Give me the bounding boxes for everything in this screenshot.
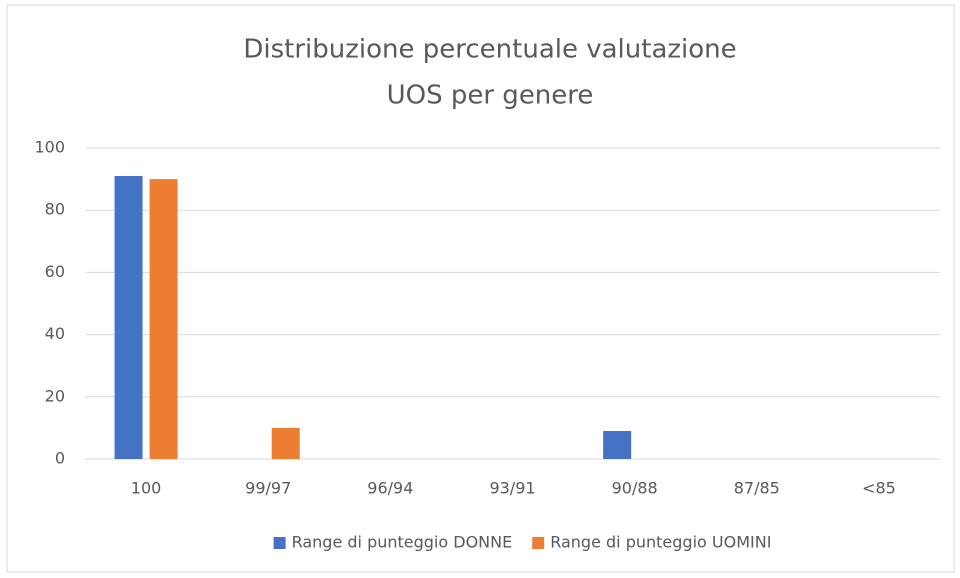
y-tick-label: 20 bbox=[45, 386, 65, 405]
legend-swatch bbox=[273, 537, 286, 549]
x-tick-label: 87/85 bbox=[734, 479, 780, 498]
y-tick-label: 100 bbox=[34, 138, 65, 157]
bar bbox=[149, 179, 178, 459]
y-tick-label: 40 bbox=[45, 324, 65, 343]
bar bbox=[271, 427, 300, 459]
x-tick-label: 100 bbox=[131, 479, 162, 498]
x-tick-label: 93/91 bbox=[489, 479, 535, 498]
y-tick-label: 0 bbox=[55, 449, 65, 468]
chart-title: UOS per genere bbox=[387, 81, 594, 111]
x-tick-label: 96/94 bbox=[367, 479, 413, 498]
legend-label: Range di punteggio DONNE bbox=[292, 533, 513, 552]
legend-label: Range di punteggio UOMINI bbox=[550, 533, 771, 552]
chart-title: Distribuzione percentuale valutazione bbox=[243, 35, 736, 65]
x-tick-label: <85 bbox=[862, 479, 896, 498]
y-tick-label: 60 bbox=[45, 262, 65, 281]
bar bbox=[603, 431, 632, 459]
x-tick-label: 99/97 bbox=[245, 479, 291, 498]
bar bbox=[114, 175, 143, 460]
x-tick-label: 90/88 bbox=[612, 479, 658, 498]
legend-swatch bbox=[532, 537, 545, 549]
y-tick-label: 80 bbox=[45, 200, 65, 219]
